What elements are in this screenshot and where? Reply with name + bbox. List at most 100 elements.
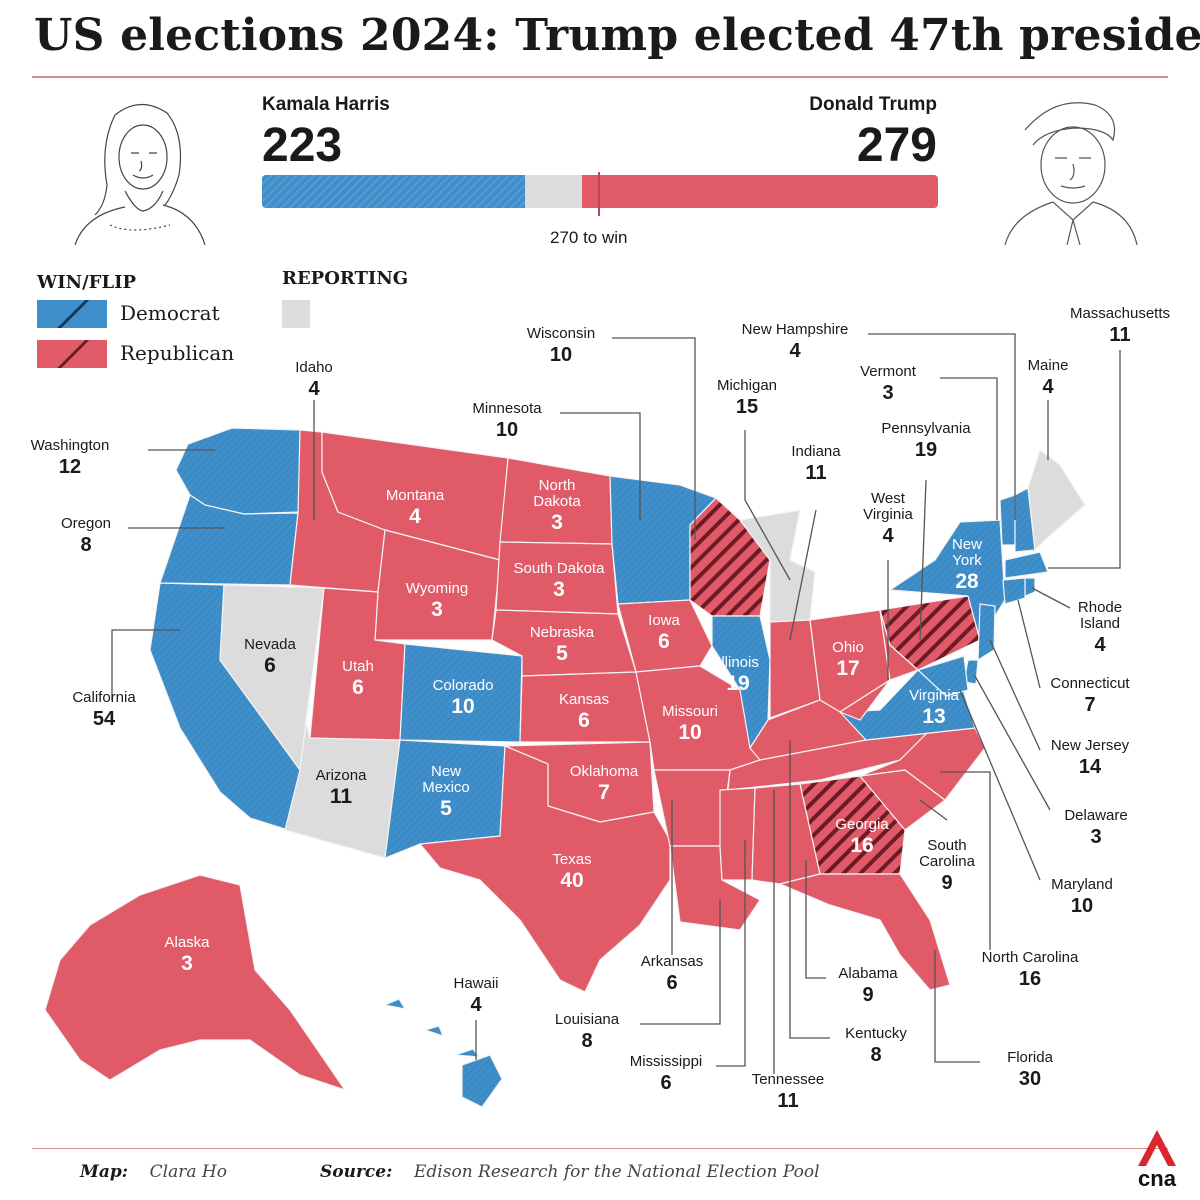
state-ev-oklahoma: 7	[598, 781, 610, 804]
state-georgia	[799, 775, 906, 875]
state-ev-wyoming: 3	[431, 598, 443, 621]
state-name-hawaii: Hawaii	[453, 975, 498, 992]
state-name-montana: Montana	[386, 487, 445, 504]
state-name-south-carolina-1: South	[927, 837, 966, 854]
leader-line-south-carolina	[919, 799, 948, 821]
harris-votes: 223	[262, 119, 343, 172]
state-name-iowa: Iowa	[648, 612, 680, 629]
state-name-nebraska: Nebraska	[530, 624, 595, 641]
state-name-maine: Maine	[1028, 357, 1069, 374]
state-name-wisconsin: Wisconsin	[527, 325, 595, 342]
state-ev-virginia: 13	[922, 705, 945, 728]
state-ev-washington: 12	[59, 456, 81, 478]
state-ev-vermont: 3	[882, 382, 893, 404]
leader-line-kentucky	[789, 740, 830, 1039]
state-mississippi	[719, 787, 756, 881]
map-credit-name: Clara Ho	[149, 1162, 227, 1182]
state-name-nevada: Nevada	[244, 636, 296, 653]
state-ev-arkansas: 6	[666, 972, 677, 994]
state-name-louisiana: Louisiana	[555, 1011, 620, 1028]
state-name-south-carolina-2: Carolina	[919, 853, 976, 870]
state-ev-kansas: 6	[578, 709, 590, 732]
legend-reporting-swatch	[282, 300, 310, 328]
state-vermont	[999, 494, 1016, 546]
state-name-georgia: Georgia	[835, 816, 889, 833]
harris-portrait	[74, 103, 206, 245]
threshold-marker	[598, 172, 600, 216]
source-text: Edison Research for the National Electio…	[414, 1162, 820, 1182]
legend-republican-label: Republican	[120, 341, 235, 365]
state-name-massachusetts: Massachusetts	[1070, 305, 1170, 322]
leader-line-delaware	[974, 675, 1051, 811]
harris-name: Kamala Harris	[262, 94, 390, 115]
state-texas	[419, 745, 671, 993]
state-ev-missouri: 10	[678, 721, 701, 744]
state-name-indiana: Indiana	[791, 443, 841, 460]
state-connecticut	[1002, 577, 1026, 605]
state-ev-minnesota: 10	[496, 419, 518, 441]
leader-line-pennsylvania	[919, 479, 927, 641]
state-ev-mississippi: 6	[660, 1072, 671, 1094]
state-wisconsin	[689, 497, 771, 617]
leader-line-new-hampshire	[868, 333, 1016, 520]
source-key: Source:	[320, 1162, 393, 1182]
state-ev-ohio: 17	[836, 657, 859, 680]
state-name-north-dakota-1: North	[539, 477, 576, 494]
uncalled-bar	[525, 175, 582, 208]
harris-bar	[262, 175, 525, 208]
state-name-pennsylvania: Pennsylvania	[881, 420, 971, 437]
state-ev-illinois: 19	[726, 672, 749, 695]
state-ev-pennsylvania: 19	[915, 439, 937, 461]
state-ev-north-dakota: 3	[551, 511, 563, 534]
state-name-west-virginia-1: West	[871, 490, 906, 507]
state-ev-nebraska: 5	[556, 642, 568, 665]
state-name-alaska: Alaska	[164, 934, 210, 951]
state-ev-south-carolina: 9	[941, 872, 952, 894]
threshold-label: 270 to win	[550, 228, 628, 247]
state-name-west-virginia-2: Virginia	[863, 506, 913, 523]
state-name-kentucky: Kentucky	[845, 1025, 907, 1042]
legend-democrat-swatch	[37, 300, 107, 328]
state-ev-colorado: 10	[451, 695, 474, 718]
title-divider	[32, 76, 1168, 78]
leader-line-alabama	[805, 860, 826, 979]
state-name-north-dakota-2: Dakota	[533, 493, 581, 510]
state-name-idaho: Idaho	[295, 359, 333, 376]
leader-line-michigan	[744, 430, 791, 581]
state-name-mississippi: Mississippi	[630, 1053, 703, 1070]
trump-portrait	[1004, 102, 1138, 245]
state-new-jersey	[977, 603, 996, 661]
state-ev-north-carolina: 16	[1019, 968, 1041, 990]
footer-divider	[32, 1148, 1168, 1149]
leader-line-mississippi	[716, 840, 746, 1067]
state-name-colorado: Colorado	[433, 677, 494, 694]
state-ev-nevada: 6	[264, 654, 276, 677]
state-name-north-carolina: North Carolina	[982, 949, 1079, 966]
leader-line-new-jersey	[989, 639, 1041, 751]
state-name-connecticut: Connecticut	[1050, 675, 1130, 692]
legend-democrat-label: Democrat	[120, 301, 220, 325]
map-credit: Map: Clara Ho	[80, 1162, 227, 1182]
state-name-vermont: Vermont	[860, 363, 917, 380]
state-michigan	[739, 509, 816, 623]
state-name-washington: Washington	[31, 437, 110, 454]
state-ev-new-jersey: 14	[1079, 756, 1102, 778]
state-ev-louisiana: 8	[581, 1030, 592, 1052]
leader-line-california	[111, 629, 180, 700]
state-ev-hawaii: 4	[470, 994, 482, 1016]
state-ev-idaho: 4	[308, 378, 320, 400]
state-ev-new-mexico: 5	[440, 797, 452, 820]
state-new-york	[889, 519, 1006, 641]
state-maryland	[917, 655, 969, 697]
state-ev-kentucky: 8	[870, 1044, 881, 1066]
leader-line-connecticut	[1017, 599, 1041, 689]
state-alaska	[44, 874, 346, 1091]
state-hawaii	[384, 998, 503, 1108]
state-name-missouri: Missouri	[662, 703, 718, 720]
state-name-illinois: Illinois	[717, 654, 759, 671]
trump-votes: 279	[856, 119, 937, 172]
source-credit: Source: Edison Research for the National…	[320, 1162, 820, 1182]
state-florida	[779, 873, 951, 991]
state-name-ohio: Ohio	[832, 639, 864, 656]
state-name-new-york-2: York	[952, 552, 982, 569]
